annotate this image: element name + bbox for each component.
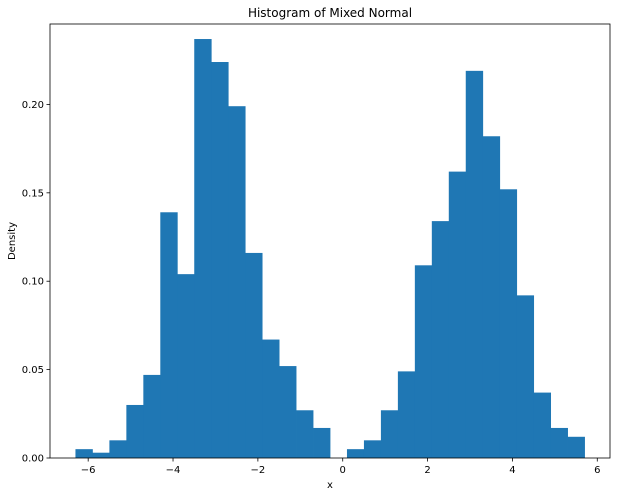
histogram-bar [126,404,144,458]
histogram-bar [228,106,246,458]
y-axis: 0.00 0.05 0.10 0.15 0.20 [22,100,50,465]
histogram-bar [397,371,416,458]
histogram-bar [567,436,585,458]
histogram-bar [75,449,93,458]
x-tick-label: 6 [594,465,600,476]
x-tick-label: 2 [424,465,430,476]
x-axis-label: x [327,480,333,491]
histogram-bar [177,274,195,458]
histogram-bar [245,252,263,458]
bars-group [75,39,585,458]
histogram-bar [313,427,331,458]
histogram-bar [262,339,280,458]
histogram-bar [550,427,568,458]
histogram-bar [465,70,484,458]
histogram-bar [92,452,110,458]
x-tick-label: −6 [81,465,96,476]
histogram-bar [499,189,518,458]
histogram-bar [160,212,178,458]
chart-title: Histogram of Mixed Normal [248,6,412,20]
histogram-bar [296,410,314,458]
y-tick-label: 0.00 [22,454,44,465]
x-axis: −6 −4 −2 0 2 4 6 [81,458,600,476]
x-tick-label: −2 [251,465,266,476]
histogram-bar [346,449,365,458]
y-axis-label: Density [7,222,18,260]
x-tick-label: −4 [166,465,181,476]
histogram-bar [414,265,433,458]
histogram-bar [482,136,501,458]
histogram-bar [363,440,382,458]
histogram-bar [516,295,535,458]
histogram-bar [211,62,229,458]
histogram-bar [533,392,552,458]
histogram-bar [194,39,212,458]
histogram-bar [431,221,450,458]
y-tick-label: 0.15 [22,188,44,199]
histogram-bar [448,171,467,458]
histogram-bar [279,366,297,458]
x-tick-label: 4 [509,465,515,476]
y-tick-label: 0.20 [22,100,44,111]
histogram-bar [143,374,161,458]
plot-frame [49,23,611,459]
x-tick-label: 0 [340,465,346,476]
histogram-bar [380,410,399,458]
histogram-bar [109,440,127,458]
y-tick-label: 0.10 [22,277,44,288]
y-tick-label: 0.05 [22,365,44,376]
